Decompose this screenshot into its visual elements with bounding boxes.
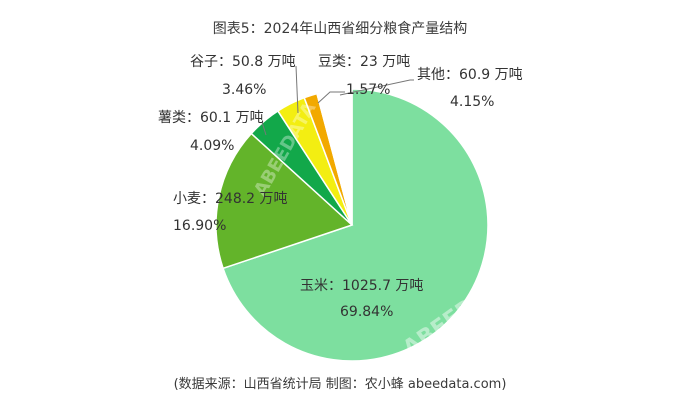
slice-percent-4: 1.57%	[346, 82, 390, 98]
slice-percent-1: 16.90%	[173, 218, 226, 234]
leader-line-4	[317, 91, 345, 104]
slice-label-3: 谷子：50.8 万吨	[190, 54, 296, 70]
slice-label-1: 小麦：248.2 万吨	[173, 191, 288, 207]
leader-line-5	[339, 79, 414, 96]
chart-title: 图表5：2024年山西省细分粮食产量结构	[213, 20, 468, 37]
leader-lines	[261, 65, 414, 136]
pie-slices	[215, 88, 489, 362]
slice-percent-2: 4.09%	[190, 138, 234, 154]
slice-label-2: 薯类：60.1 万吨	[158, 110, 264, 126]
slice-percent-3: 3.46%	[222, 82, 266, 98]
leader-line-2	[261, 121, 267, 136]
slice-label-0: 玉米：1025.7 万吨	[300, 278, 423, 294]
slice-label-5: 其他：60.9 万吨	[417, 67, 523, 83]
pie-slice-1	[215, 132, 354, 270]
pie-slice-0	[222, 88, 489, 362]
pie-slice-5	[316, 88, 353, 226]
slice-percent-0: 69.84%	[340, 304, 393, 320]
slice-labels: 玉米：1025.7 万吨 69.84% 小麦：248.2 万吨 16.90% 薯类：60…	[158, 54, 523, 320]
chart-source-note: (数据来源：山西省统计局 制图：农小蜂 abeedata.com)	[174, 377, 507, 392]
leader-line-3	[295, 65, 299, 114]
slice-percent-5: 4.15%	[450, 94, 494, 110]
slice-label-4: 豆类：23 万吨	[318, 54, 410, 70]
